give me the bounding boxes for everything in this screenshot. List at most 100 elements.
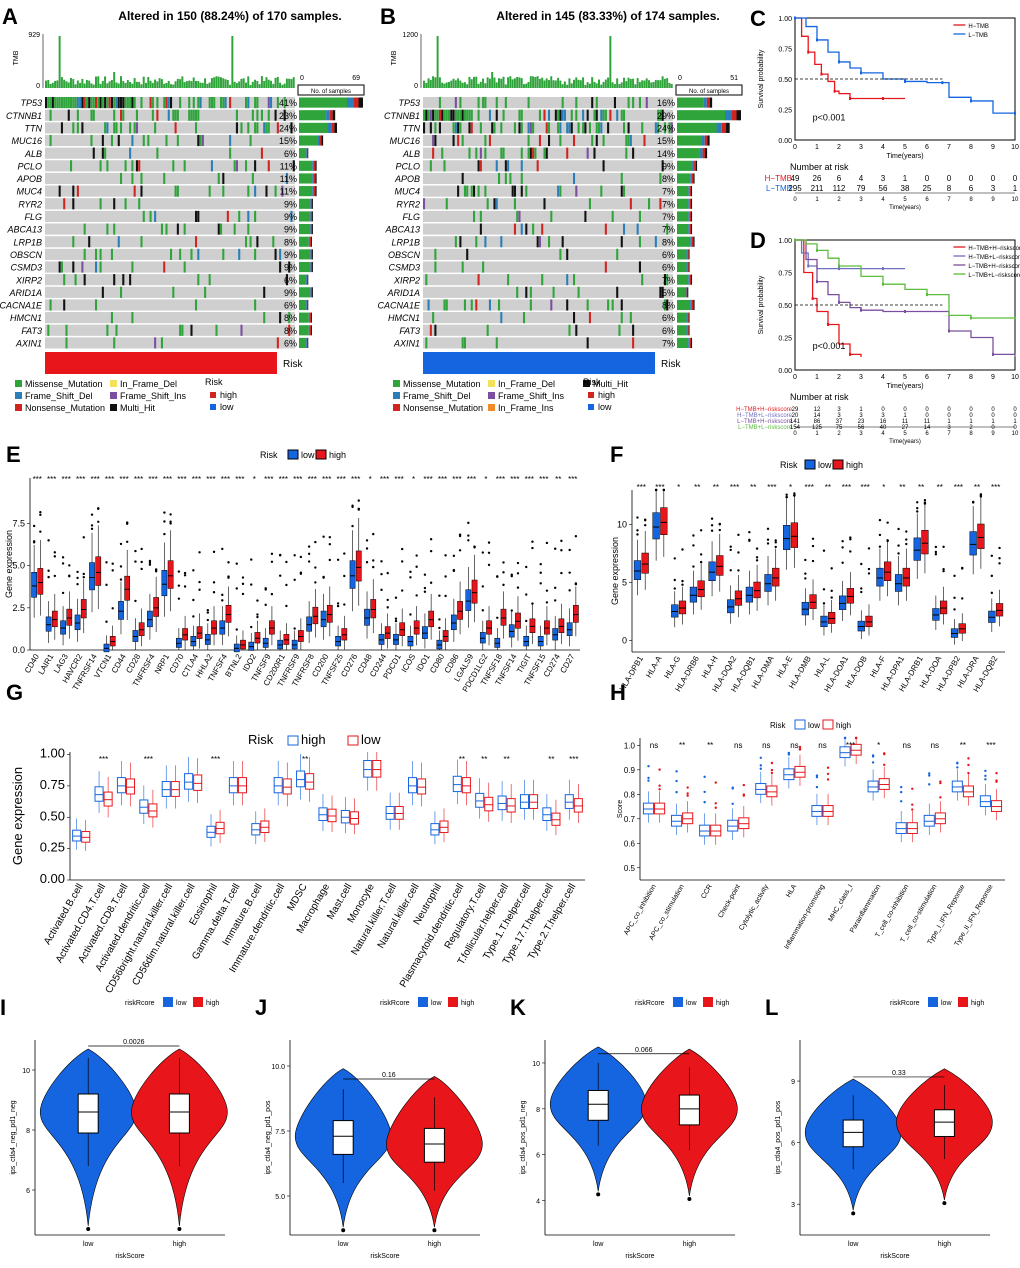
significance: *** bbox=[144, 755, 153, 764]
mutation-cell bbox=[518, 210, 521, 222]
outlier bbox=[328, 543, 332, 546]
mutation-cell bbox=[552, 286, 555, 298]
gene-percent: 7% bbox=[662, 199, 675, 209]
significance: ns bbox=[931, 741, 939, 750]
legend-title: riskRcore bbox=[890, 1000, 920, 1007]
mutation-cell bbox=[226, 210, 229, 222]
count-bar bbox=[706, 97, 710, 108]
significance: *** bbox=[655, 483, 664, 492]
count-bar bbox=[677, 186, 689, 197]
box bbox=[320, 610, 327, 628]
box bbox=[139, 799, 149, 814]
outlier bbox=[729, 569, 732, 572]
km-legend-label: H−TMB bbox=[968, 24, 989, 30]
outlier bbox=[984, 778, 987, 781]
gene-percent: 11% bbox=[280, 174, 297, 184]
mutation-cell bbox=[276, 122, 279, 134]
mutation-cell bbox=[140, 172, 143, 185]
mutation-cell bbox=[120, 286, 123, 298]
x-tick-label: low bbox=[593, 1241, 604, 1248]
mutation-cell bbox=[438, 109, 441, 121]
mutation-cell bbox=[563, 109, 566, 121]
count-bar bbox=[308, 312, 311, 323]
gene-row-bg bbox=[45, 109, 295, 121]
outlier bbox=[647, 779, 650, 782]
mutation-cell bbox=[577, 122, 580, 134]
y-tick-label: 0.9 bbox=[624, 766, 636, 775]
mutation-cell bbox=[477, 274, 480, 286]
box bbox=[422, 626, 428, 639]
tmb-bar bbox=[206, 83, 209, 88]
mutation-cell bbox=[513, 122, 516, 134]
mutation-cell bbox=[568, 324, 571, 336]
mutation-cell bbox=[208, 97, 211, 109]
outlier bbox=[119, 542, 123, 546]
mutation-cell bbox=[632, 97, 635, 109]
outlier bbox=[647, 764, 650, 768]
count-bar bbox=[677, 236, 691, 247]
box bbox=[153, 597, 159, 617]
outlier bbox=[710, 524, 714, 527]
outlier bbox=[235, 562, 238, 565]
tmb-bar bbox=[579, 80, 582, 88]
risk-table-title: Number at risk bbox=[790, 392, 849, 402]
count-bar bbox=[305, 337, 307, 348]
risk-value: 27 bbox=[902, 425, 909, 431]
mutation-cell bbox=[95, 261, 98, 273]
mutation-cell bbox=[199, 134, 202, 147]
mutation-cell bbox=[163, 261, 166, 273]
outlier bbox=[307, 560, 311, 563]
outlier bbox=[502, 571, 505, 574]
mutation-cell bbox=[470, 185, 473, 197]
outlier bbox=[278, 574, 282, 577]
mutation-cell bbox=[468, 109, 471, 121]
mutation-cell bbox=[602, 109, 605, 121]
gene-row-bg bbox=[423, 185, 673, 197]
tmb-bar bbox=[495, 82, 498, 88]
mutation-cell bbox=[595, 134, 598, 147]
tmb-bar bbox=[58, 36, 61, 88]
significance: *** bbox=[842, 483, 851, 492]
outlier bbox=[293, 627, 296, 630]
outlier bbox=[343, 603, 346, 606]
risk-value: 211 bbox=[811, 184, 824, 193]
outlier bbox=[32, 524, 36, 528]
mutation-cell bbox=[172, 109, 175, 121]
significance: *** bbox=[221, 475, 230, 484]
count-bar bbox=[694, 160, 696, 171]
risk-value: 0 bbox=[969, 413, 973, 419]
outlier bbox=[703, 775, 706, 779]
mutation-cell bbox=[457, 185, 460, 197]
mutation-cell bbox=[454, 236, 457, 248]
risk-xtick: 3 bbox=[859, 431, 863, 437]
count-bar bbox=[691, 337, 693, 348]
count-bar bbox=[312, 173, 314, 184]
mutation-cell bbox=[238, 248, 241, 260]
outlier bbox=[654, 488, 658, 492]
outlier bbox=[568, 571, 571, 574]
box bbox=[228, 777, 238, 794]
outlier bbox=[774, 541, 777, 544]
significance: *** bbox=[510, 475, 519, 484]
legend-swatch bbox=[794, 719, 806, 730]
mutation-cell bbox=[609, 109, 612, 121]
significance: *** bbox=[322, 475, 331, 484]
tmb-bar bbox=[254, 79, 257, 88]
mutation-cell bbox=[641, 274, 644, 286]
risk-value: 154 bbox=[790, 425, 801, 431]
mutation-cell bbox=[543, 147, 546, 159]
mutation-cell bbox=[666, 299, 669, 311]
mutation-cell bbox=[602, 134, 605, 147]
mutation-cell bbox=[477, 160, 480, 172]
gene-row-bg bbox=[423, 324, 673, 336]
outlier bbox=[502, 583, 505, 587]
outlier bbox=[692, 544, 695, 547]
outlier bbox=[811, 544, 815, 548]
y-tick-label: 5.0 bbox=[275, 1194, 285, 1201]
risk-value: 3 bbox=[859, 413, 863, 419]
legend-swatch bbox=[588, 404, 594, 410]
km-xtick: 3 bbox=[859, 374, 863, 381]
risk-xtick: 6 bbox=[925, 197, 929, 203]
outlier bbox=[942, 545, 945, 549]
